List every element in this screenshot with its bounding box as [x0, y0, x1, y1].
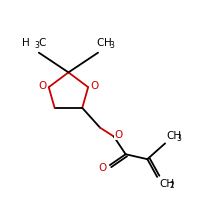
Text: O: O	[115, 130, 123, 140]
Text: 3: 3	[176, 134, 181, 143]
Text: O: O	[39, 81, 47, 91]
Text: H: H	[104, 38, 112, 48]
Text: O: O	[90, 81, 98, 91]
Text: 2: 2	[169, 181, 174, 190]
Text: C: C	[39, 38, 46, 48]
Text: CH: CH	[159, 179, 174, 189]
Text: 3: 3	[110, 41, 115, 50]
Text: H: H	[22, 38, 30, 48]
Text: O: O	[99, 163, 107, 173]
Text: CH: CH	[166, 131, 181, 141]
Text: C: C	[96, 38, 103, 48]
Text: 3: 3	[34, 41, 39, 50]
